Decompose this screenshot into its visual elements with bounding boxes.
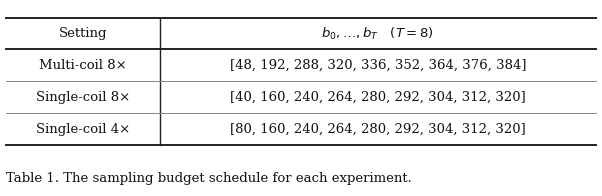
Text: [40, 160, 240, 264, 280, 292, 304, 312, 320]: [40, 160, 240, 264, 280, 292, 304, 312, …: [230, 91, 526, 104]
Text: Multi-coil 8×: Multi-coil 8×: [39, 59, 126, 72]
Text: Setting: Setting: [58, 27, 107, 40]
Text: $b_0,\ldots,b_T\quad(T=8)$: $b_0,\ldots,b_T\quad(T=8)$: [321, 25, 434, 42]
Text: Single-coil 4×: Single-coil 4×: [36, 123, 130, 136]
Text: Single-coil 8×: Single-coil 8×: [36, 91, 130, 104]
Text: [80, 160, 240, 264, 280, 292, 304, 312, 320]: [80, 160, 240, 264, 280, 292, 304, 312, …: [230, 123, 526, 136]
Text: [48, 192, 288, 320, 336, 352, 364, 376, 384]: [48, 192, 288, 320, 336, 352, 364, 376, …: [229, 59, 526, 72]
Text: Table 1. The sampling budget schedule for each experiment.: Table 1. The sampling budget schedule fo…: [6, 172, 412, 185]
